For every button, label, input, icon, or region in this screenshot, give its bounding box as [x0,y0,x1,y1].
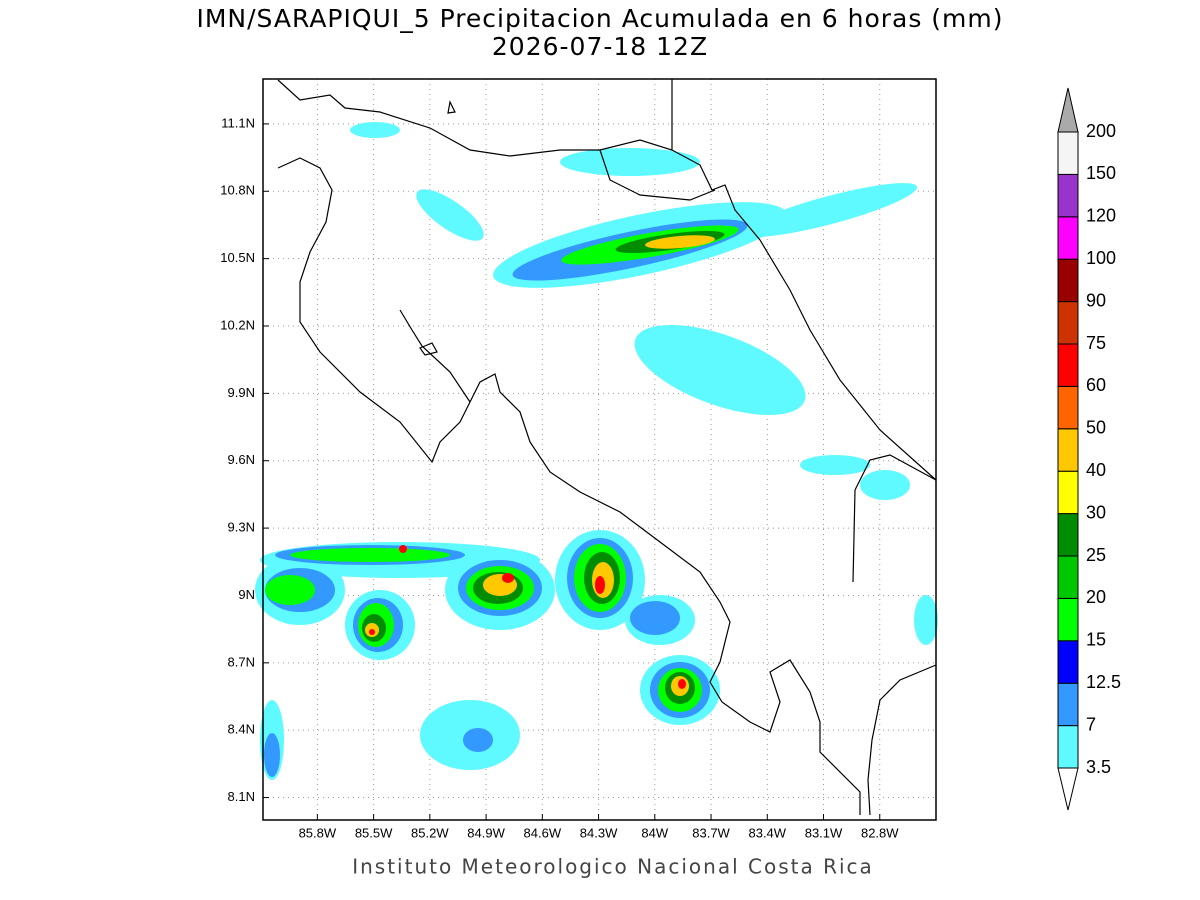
colorbar-box [1057,385,1079,430]
x-tick-label: 85.5W [355,825,393,840]
x-tick-label: 84.3W [580,825,618,840]
colorbar-label: 7 [1086,714,1096,734]
y-tick-label: 10.8N [220,183,255,198]
y-tick-label: 9.6N [228,452,255,467]
y-tick-label: 9.9N [228,385,255,400]
colorbar-box [1057,640,1079,684]
colorbar-label: 75 [1086,333,1106,353]
y-tick-label: 10.5N [220,250,255,265]
x-tick-label: 84.9W [467,825,505,840]
colorbar-box [1057,258,1079,303]
colorbar-over [1057,87,1079,133]
colorbar-box [1057,555,1079,599]
x-tick-label: 83.7W [692,825,730,840]
colorbar-label: 60 [1086,375,1106,395]
colorbar-box [1057,428,1079,472]
colorbar-label: 12.5 [1086,672,1121,692]
y-tick-label: 8.7N [228,654,255,669]
colorbar-label: 40 [1086,460,1106,480]
grid: 85.8W 85.5W 85.2W 84.9W 84.6W 84.3W 84W 83.7W 83… [220,79,936,840]
x-tick-label: 85.2W [411,825,449,840]
x-tick-label: 83.1W [805,825,843,840]
y-tick-label: 10.2N [220,317,255,332]
colorbar-box [1057,173,1079,218]
colorbar-label: 20 [1086,587,1106,607]
colorbar-label: 30 [1086,502,1106,522]
colorbar-box [1057,725,1079,769]
colorbar-box [1057,131,1079,175]
colorbar-label: 120 [1086,206,1116,226]
colorbar-label: 90 [1086,290,1106,310]
colorbar-box [1057,343,1079,387]
colorbar-box [1057,597,1079,642]
colorbar-label: 25 [1086,545,1106,565]
colorbar-label: 200 [1086,121,1116,141]
y-tick-label: 8.4N [228,722,255,737]
coastlines [277,79,937,816]
colorbar-label: 3.5 [1086,757,1111,777]
precipitation-field [255,122,938,780]
y-tick-label: 9.3N [228,520,255,535]
x-tick-label: 82.8W [861,825,899,840]
colorbar-box [1057,301,1079,345]
y-tick-label: 8.1N [228,789,255,804]
credit: Instituto Meteorologico Nacional Costa R… [352,855,874,879]
colorbar-box [1057,216,1079,260]
colorbar-label: 50 [1086,418,1106,438]
map-frame [262,78,937,821]
y-tick-label: 9N [238,587,255,602]
colorbar-under [1057,767,1079,811]
x-tick-label: 83.4W [748,825,786,840]
colorbar-box [1057,513,1079,557]
x-tick-label: 85.8W [299,825,337,840]
subtitle: 2026-07-18 12Z [492,32,708,61]
colorbar-box [1057,682,1079,727]
colorbar: 3.5 7 12.5 15 20 25 30 40 50 60 75 90 100 120 150 200 [1057,87,1121,811]
colorbar-label: 150 [1086,163,1116,183]
y-tick-label: 11.1N [221,115,255,130]
colorbar-label: 100 [1086,248,1116,268]
colorbar-box [1057,470,1079,515]
x-tick-label: 84W [641,825,668,840]
colorbar-label: 15 [1086,630,1106,650]
x-tick-label: 84.6W [524,825,562,840]
title: IMN/SARAPIQUI_5 Precipitacion Acumulada … [196,4,1003,33]
